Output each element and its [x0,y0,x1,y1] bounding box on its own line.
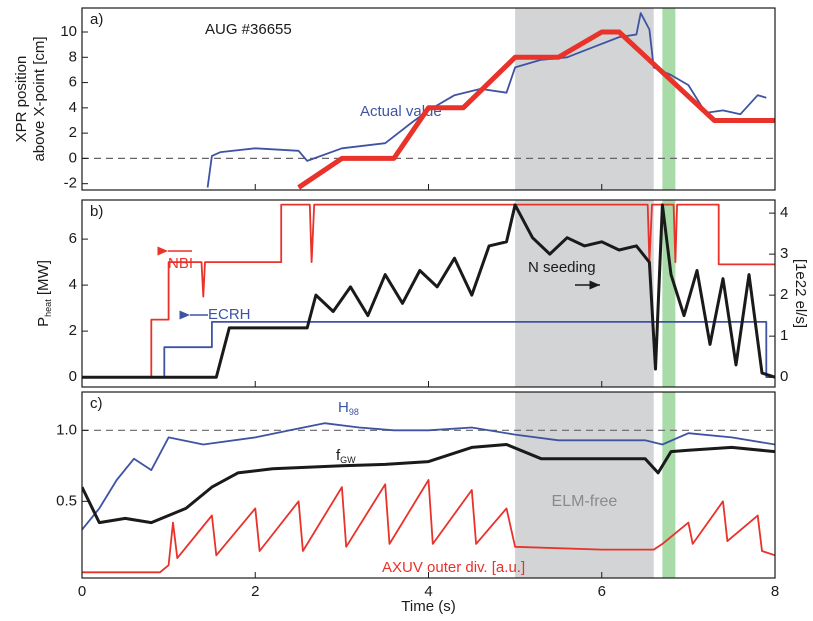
x-tick-label: 8 [771,583,779,600]
x-tick-label: 4 [424,583,432,600]
series-label: NBI [168,255,193,272]
y-tick-label: 0 [69,149,77,166]
y-tick-label: -2 [64,175,77,192]
y-tick-label: 10 [60,23,77,40]
y-axis-label-part: P [35,317,52,327]
y2-tick-label: 1 [780,327,788,344]
y-tick-label: 1.0 [56,421,77,438]
series-label: AXUV outer div. [a.u.] [382,559,525,576]
y-tick-label: 6 [69,230,77,247]
series-line [82,479,775,574]
series-line [82,321,775,378]
y2-tick-label: 0 [780,368,788,385]
series-line [297,29,775,190]
series-line [82,203,775,379]
y-tick-label: 6 [69,74,77,91]
series-label-part: H [338,399,349,416]
shaded-region [515,8,654,190]
x-axis-label: Time (s) [401,598,455,615]
series-label: fGW [336,447,356,465]
y-axis-label-part: [MW] [35,260,52,299]
y-tick-label: 8 [69,48,77,65]
y-axis-label: above X-point [cm] [31,36,48,161]
x-tick-label: 6 [598,583,606,600]
shaded-region [662,8,676,190]
y2-tick-label: 3 [780,245,788,262]
y-tick-label: 2 [69,322,77,339]
series-line [82,203,775,378]
y2-tick-label: 4 [780,204,788,221]
series-label-part: f [336,447,341,464]
span-label: ELM-free [552,493,618,510]
y2-axis-label: [1e22 el/s] [792,259,809,328]
series-line [82,422,775,531]
annotation: AUG #36655 [205,21,292,38]
x-tick-label: 0 [78,583,86,600]
series-label: N seeding [528,259,596,276]
y-axis-label: XPR position [13,56,30,143]
series-line [82,443,775,525]
series-label: ECRH [208,306,251,323]
y-axis-label-part: heat [43,299,53,317]
y-tick-label: 0.5 [56,492,77,509]
panel-label: b) [90,203,103,220]
y2-tick-label: 2 [780,286,788,303]
y-tick-label: 2 [69,124,77,141]
panel-label: a) [90,11,103,28]
series-line [206,12,767,188]
y-tick-label: 4 [69,99,77,116]
shaded-region [515,200,654,387]
y-axis-label: Pheat [MW] [35,260,53,327]
y-tick-label: 4 [69,276,77,293]
panel-label: c) [90,395,103,412]
shaded-region [662,200,676,387]
x-tick-label: 2 [251,583,259,600]
series-label-part: GW [340,455,356,465]
series-label: H98 [338,399,359,417]
series-label-part: 98 [349,407,359,417]
y-tick-label: 0 [69,368,77,385]
shaded-region [662,392,676,578]
